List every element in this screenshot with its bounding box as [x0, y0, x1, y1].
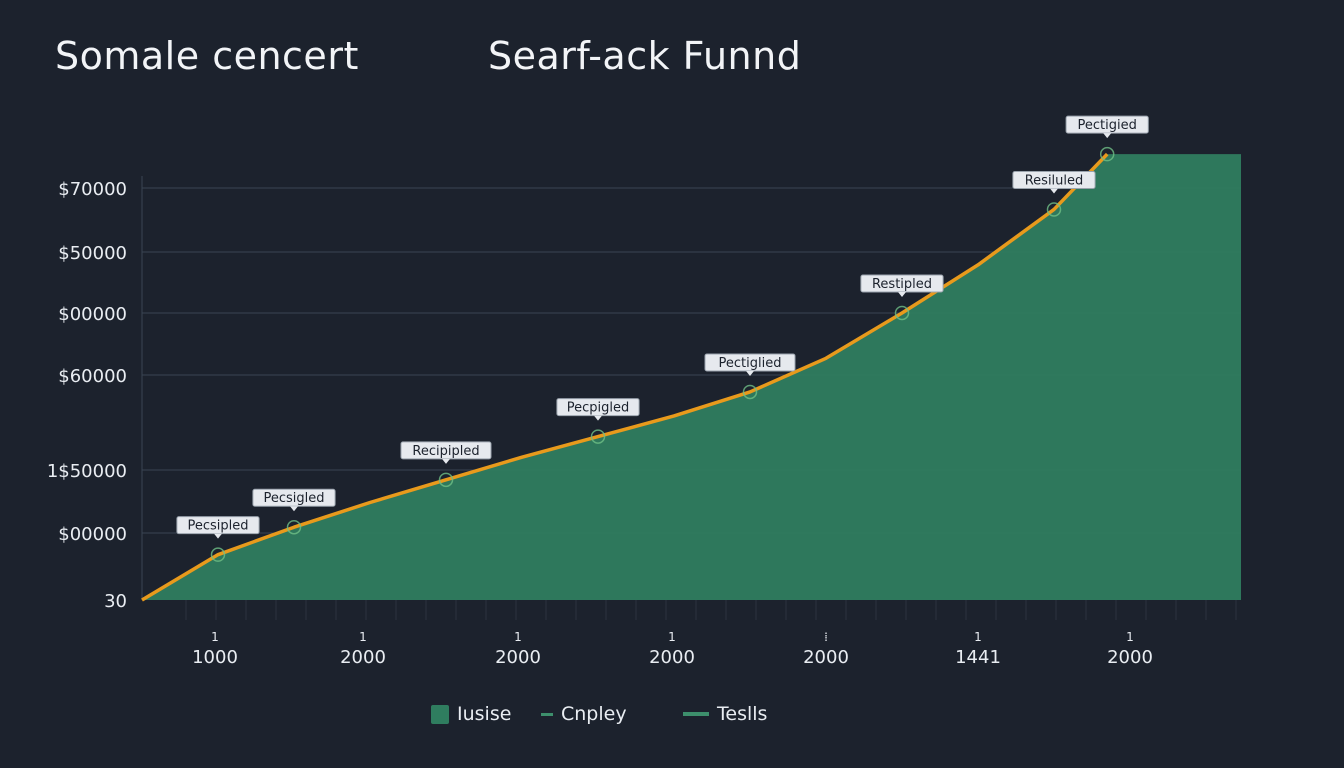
legend-swatch-box	[431, 704, 449, 724]
x-tick-label: 2000	[340, 647, 386, 668]
x-tick-mark: 1	[514, 630, 522, 644]
annotation-pointer	[442, 458, 450, 464]
x-tick-mark: 1	[211, 630, 219, 644]
y-tick-label: $00000	[58, 524, 127, 545]
y-tick-label: $00000	[58, 304, 127, 325]
y-tick-label: 30	[104, 591, 127, 612]
y-tick-label: $70000	[58, 179, 127, 200]
x-tick-mark: 1	[1126, 630, 1134, 644]
y-tick-label: $60000	[58, 366, 127, 387]
legend-item-iusise: Iusise	[431, 703, 511, 725]
x-tick-mark: 1	[668, 630, 676, 644]
data-point-marker	[590, 429, 606, 444]
annotation-label: Pecsipled	[187, 519, 248, 534]
x-tick-label: 2000	[495, 647, 541, 668]
legend-label: Cnpley	[561, 703, 627, 725]
annotation-label: Pecpigled	[567, 401, 630, 416]
x-tick-mark: 1	[974, 630, 982, 644]
data-point-marker	[1099, 146, 1115, 162]
area-chart: 30 $00000 1$50000 $60000 $00000 $50000 $70000 P…	[47, 115, 1241, 668]
x-tick-label: 1441	[955, 647, 1001, 668]
x-tick-label: 2000	[649, 647, 695, 668]
legend-item-teslls: Teslls	[683, 703, 767, 725]
y-tick-label: $50000	[58, 243, 127, 264]
annotation-pointer	[898, 291, 906, 297]
data-point-marker	[286, 519, 302, 535]
chart-title-left: Somale cencert	[55, 34, 359, 78]
data-point-marker	[894, 305, 910, 321]
annotation-pointer	[1050, 188, 1058, 194]
legend-label: Iusise	[457, 703, 512, 725]
legend-swatch-dash	[541, 712, 553, 716]
x-tick-label: 2000	[1107, 647, 1153, 668]
series-line	[141, 152, 1109, 602]
legend-label: Teslls	[717, 703, 768, 725]
y-tick-label: 1$50000	[47, 461, 127, 482]
annotation-label: Restipled	[872, 277, 932, 292]
legend-swatch-line	[683, 712, 709, 716]
annotation-pointer	[214, 533, 222, 539]
x-tick-label: 2000	[803, 647, 849, 668]
annotation-pointer	[290, 506, 298, 512]
annotation-label: Resiluled	[1025, 173, 1084, 188]
data-point-marker	[438, 472, 454, 488]
annotation-label: Pecsigled	[263, 491, 324, 506]
annotation-pointer	[1103, 133, 1112, 139]
annotation-pointer	[746, 370, 754, 376]
area-fill	[142, 154, 1241, 600]
x-tick-label: 1000	[192, 647, 238, 668]
annotation-label: Pectigied	[1078, 118, 1137, 133]
annotation-label: Pectiglied	[719, 356, 782, 371]
data-point-marker	[742, 384, 758, 400]
x-tick-mark: 1	[359, 630, 367, 644]
annotation-pointer	[594, 415, 602, 421]
chart-title-right: Searf-ack Funnd	[488, 34, 802, 78]
data-point-marker	[210, 547, 226, 562]
annotation-label: Recipipled	[412, 444, 479, 459]
data-point-marker	[1046, 202, 1062, 217]
legend-item-cnpley: Cnpley	[541, 703, 627, 725]
x-tick-mark: ⁞	[824, 630, 828, 644]
